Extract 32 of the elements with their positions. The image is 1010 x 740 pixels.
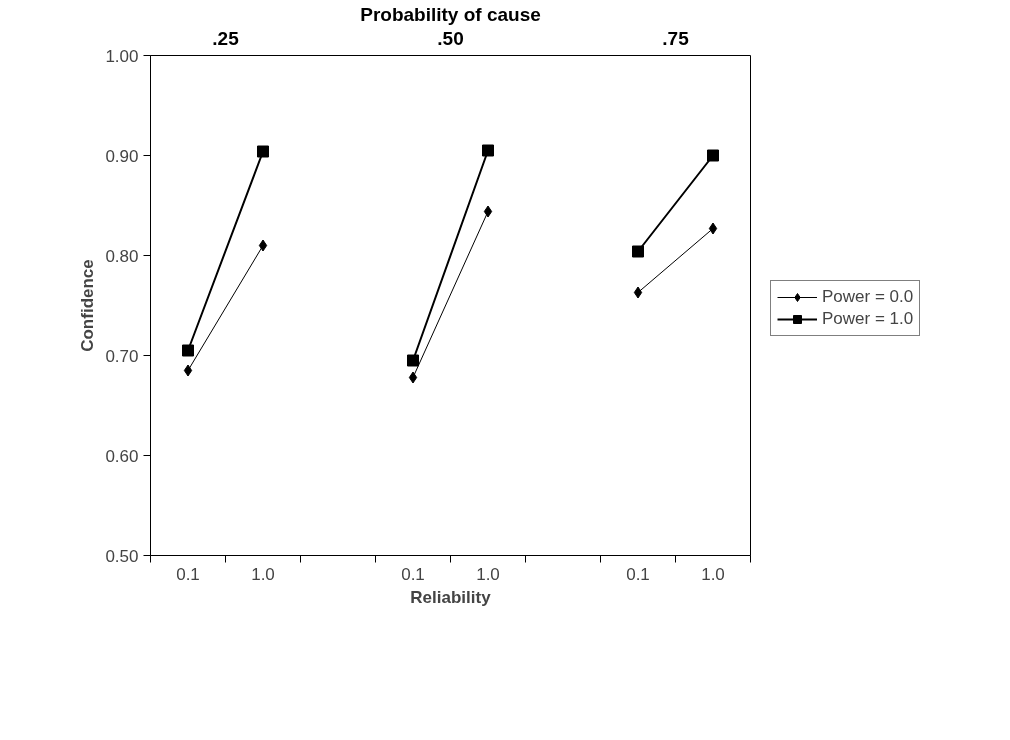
- point: [632, 245, 644, 258]
- point: [708, 222, 718, 235]
- point: [408, 371, 418, 384]
- y-axis-title: Confidence: [78, 259, 98, 352]
- x-tick-label: 0.1: [176, 564, 200, 584]
- y-tick-label: 1.00: [105, 46, 139, 66]
- chart-title: Probability of cause: [360, 3, 541, 25]
- text: .25: [212, 27, 240, 49]
- y-tick-label: 0.80: [105, 246, 139, 266]
- legend-label: Power = 0.0: [822, 286, 914, 307]
- x-tick-label: 1.0: [701, 564, 725, 584]
- x-tick-label: 1.0: [251, 564, 275, 584]
- point: [183, 364, 193, 377]
- point: [707, 149, 719, 162]
- text: .75: [662, 27, 690, 49]
- y-tick-label: 0.50: [105, 546, 139, 566]
- y-tick-label: 0.60: [105, 446, 139, 466]
- point: [407, 354, 419, 367]
- x-tick-label: 0.1: [626, 564, 650, 584]
- point: [482, 144, 494, 157]
- y-tick-label: 0.70: [105, 346, 139, 366]
- point: [483, 205, 493, 218]
- point: [258, 239, 268, 252]
- x-axis-title: Reliability: [410, 587, 492, 607]
- x-tick-label: 1.0: [476, 564, 500, 584]
- y-tick-label: 0.90: [105, 146, 139, 166]
- point: [633, 286, 643, 299]
- point: [182, 344, 194, 357]
- text: .50: [437, 27, 464, 49]
- legend-label: Power = 1.0: [822, 308, 914, 329]
- x-tick-label: 0.1: [401, 564, 425, 584]
- point: [257, 145, 269, 158]
